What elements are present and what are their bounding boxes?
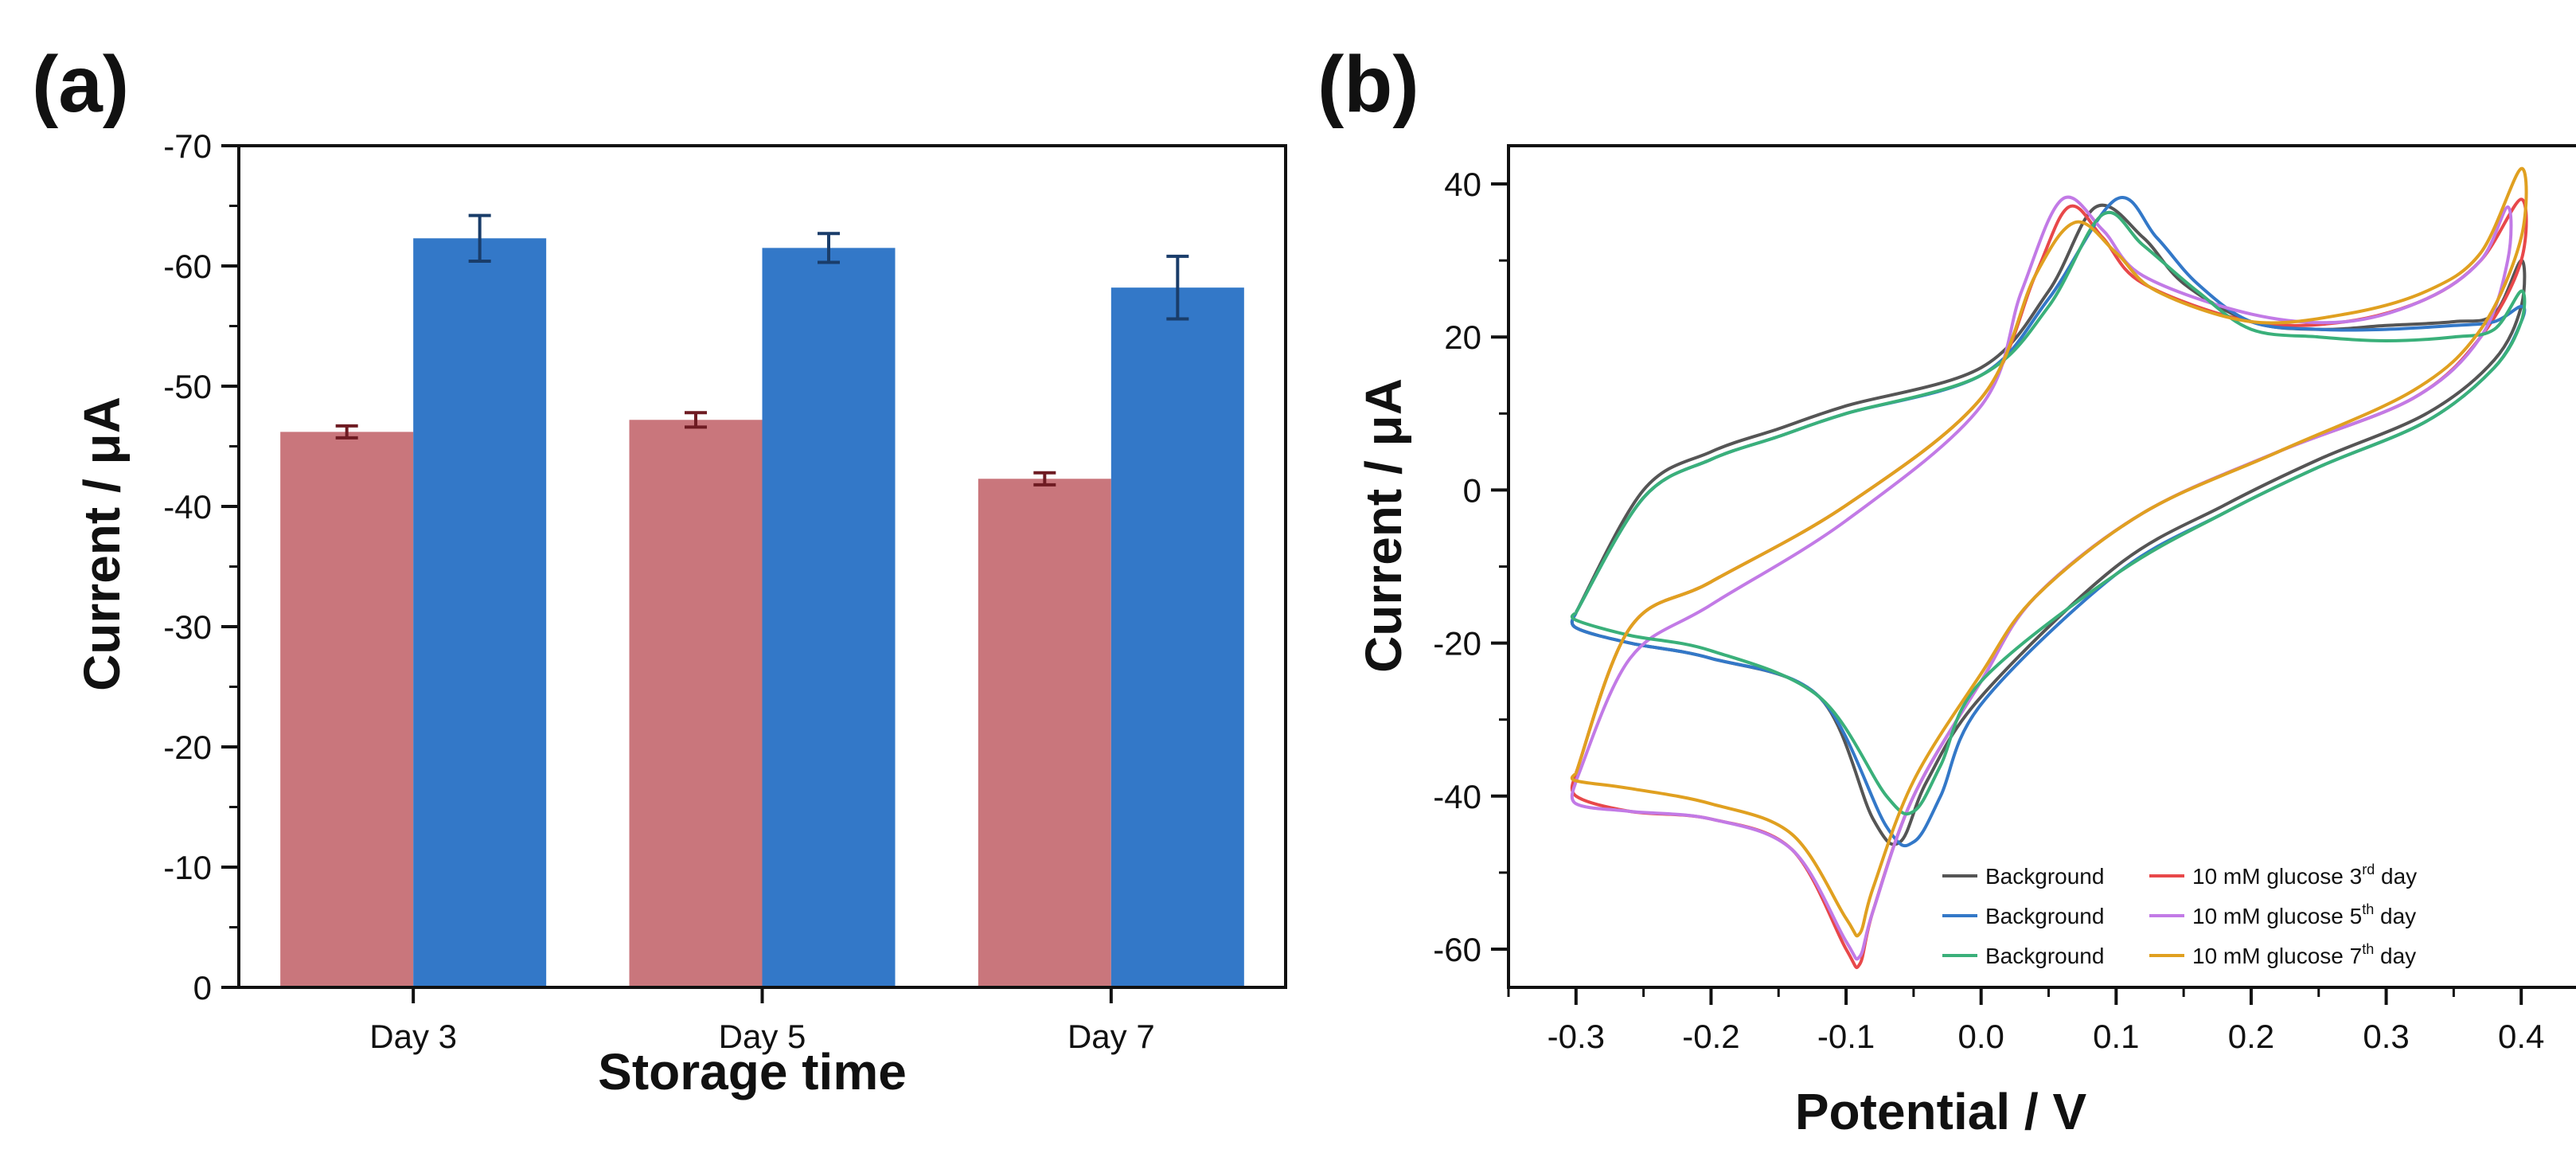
legend-label: Background	[1985, 864, 2104, 889]
x-tick-label-b: -0.2	[1682, 1018, 1739, 1055]
x-tick-label-b: -0.3	[1548, 1018, 1605, 1055]
x-axis-label-b: Potential / V	[1795, 1083, 2087, 1140]
legend-superscript: th	[2362, 901, 2374, 917]
x-tick-label-b: 0.0	[1957, 1018, 2004, 1055]
x-ticks-a: Day 3 Day 5 Day 7	[369, 987, 1155, 1055]
panel-label-b: (b)	[1317, 40, 1419, 129]
ticks-b: 40 20 0 -20 -40 -60 -0.3 -0.2 -0.1 0.0 0.1 0.2 0.3 0.…	[1433, 166, 2544, 1055]
x-tick-label-a: Day 3	[369, 1018, 457, 1055]
lines-b	[1570, 166, 2528, 969]
x-tick-label-b: 0.3	[2363, 1018, 2409, 1055]
y-tick-label-a: -60	[163, 248, 212, 285]
cv-curve	[1570, 195, 2513, 961]
legend-b: Background 10 mM glucose 3rd day Backgroun…	[1942, 862, 2417, 968]
y-tick-label-a: -70	[163, 127, 212, 165]
legend-superscript: th	[2362, 941, 2374, 957]
legend-label: 10 mM glucose 7th day	[2192, 941, 2416, 968]
legend-suffix: day	[2375, 864, 2417, 889]
legend-suffix: day	[2374, 904, 2416, 928]
y-tick-label-b: -20	[1433, 625, 1481, 662]
bar	[629, 420, 763, 987]
x-tick-label-a: Day 7	[1067, 1018, 1155, 1055]
x-tick-label-b: 0.4	[2498, 1018, 2544, 1055]
y-tick-label-a: -50	[163, 368, 212, 405]
x-tick-label-a: Day 5	[719, 1018, 806, 1055]
y-tick-label-a: -10	[163, 849, 212, 886]
bar	[978, 479, 1111, 987]
cv-curve	[1570, 203, 2527, 846]
legend-label: 10 mM glucose 3rd day	[2192, 862, 2417, 889]
y-tick-label-b: -60	[1433, 931, 1481, 968]
legend-label: Background	[1985, 904, 2104, 928]
y-tick-label-a: -30	[163, 608, 212, 646]
chart-b: (b) Current / μA Potential / V 40 20 0 -20 -…	[1317, 40, 2576, 1140]
legend-suffix: day	[2374, 944, 2416, 968]
chart-a: (a) Current / μA Storage time 0 -10 -20 -30…	[32, 40, 1287, 1100]
y-ticks-a: 0 -10 -20 -30 -40 -50 -60 -70	[163, 127, 239, 1006]
bars-a	[280, 213, 1244, 988]
y-tick-label-b: 20	[1444, 319, 1481, 356]
y-axis-label-b: Current / μA	[1355, 378, 1412, 673]
x-tick-label-b: 0.2	[2228, 1018, 2274, 1055]
x-axis-label-a: Storage time	[598, 1043, 907, 1100]
bar	[1110, 287, 1244, 987]
y-axis-label-a: Current / μA	[73, 397, 131, 691]
legend-superscript: rd	[2362, 862, 2375, 877]
plot-frame-b	[1507, 144, 2576, 989]
bar	[280, 432, 414, 987]
y-tick-label-a: 0	[193, 969, 212, 1006]
legend-label: 10 mM glucose 5th day	[2192, 901, 2416, 928]
bar	[762, 248, 896, 988]
cv-curve	[1570, 166, 2528, 938]
y-tick-label-a: -20	[163, 729, 212, 766]
plot-frame-a	[237, 144, 1287, 989]
y-tick-label-b: 40	[1444, 166, 1481, 203]
y-tick-label-b: 0	[1463, 471, 1481, 509]
cv-curve	[1570, 211, 2527, 816]
legend-label: Background	[1985, 944, 2104, 968]
panel-label-a: (a)	[32, 40, 129, 129]
y-tick-label-a: -40	[163, 488, 212, 526]
x-tick-label-b: 0.1	[2093, 1018, 2139, 1055]
bar	[413, 238, 547, 987]
x-tick-label-b: -0.1	[1817, 1018, 1875, 1055]
y-tick-label-b: -40	[1433, 778, 1481, 815]
